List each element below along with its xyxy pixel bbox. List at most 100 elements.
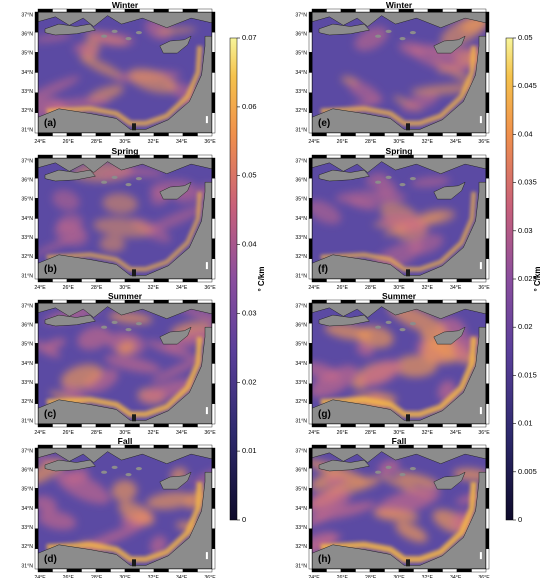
lat-tick-label: 33°N [295,380,307,386]
panel-letter: (f) [318,264,328,275]
map-panel-h: Fall (h) 37°N 36°N 35°N 34°N 33°N 32°N 31°N 24°E 2… [295,436,490,578]
lat-tick-label: 36°N [21,468,33,474]
lat-tick-label: 35°N [295,197,307,203]
land-island [135,177,142,181]
lat-tick-label: 36°N [295,468,307,474]
colorbar-tick-label: 0.05 [518,33,533,42]
land-island [385,465,392,469]
lon-tick-label: 36°E [478,285,490,291]
lake-mark [479,552,482,560]
lake-mark [205,262,208,270]
lon-tick-label: 30°E [119,575,131,578]
land-island [399,328,406,332]
lon-tick-label: 30°E [119,430,131,436]
land-cyprus [159,326,192,345]
lon-tick-label: 24°E [308,575,320,578]
land-crete [44,459,96,472]
lon-tick-label: 36°E [204,575,216,578]
lon-tick-label: 24°E [308,139,320,145]
lon-tick-label: 26°E [337,575,349,578]
colorbar-tick-label: 0.035 [518,178,537,187]
coastal-front-band [320,336,477,418]
map-panel-a: Winter (a) 37°N 36°N 35°N 34°N 33°N 32°N 31°N24°… [21,0,216,145]
lat-tick-label: 33°N [21,89,33,95]
land-africa [38,181,212,279]
lon-tick-label: 30°E [393,430,405,436]
land-crete [318,314,370,327]
delta-mark [406,269,410,277]
panel-letter: (d) [44,554,57,565]
lat-tick-label: 31°N [21,273,33,279]
land-africa [38,471,212,569]
lon-tick-label: 26°E [63,575,75,578]
colorbar-tick-label: 0.04 [242,240,257,249]
lat-tick-label: 34°N [21,70,33,76]
delta-mark [406,414,410,422]
lon-tick-label: 28°E [91,285,103,291]
lon-tick-label: 34°E [450,575,462,578]
colorbar-tick-label: 0.03 [242,308,257,317]
lon-tick-label: 28°E [365,575,377,578]
delta-mark [132,269,136,277]
lon-tick-label: 28°E [91,139,103,145]
land-cyprus [159,181,192,200]
lat-tick-label: 37°N [21,12,33,18]
land-island [399,37,406,41]
lon-tick-label: 26°E [63,430,75,436]
delta-mark [132,123,136,131]
colorbar-tick-label: 0.04 [518,129,533,138]
map-frame [34,8,216,137]
colorbars: 0.070.060.050.040.030.020.010° C/km0.050… [229,33,542,524]
lat-tick-label: 35°N [295,51,307,57]
map-panel-d: Fall (d) 37°N 36°N 35°N 34°N 33°N 32°N 31°N 24°E 2… [21,436,216,578]
land-north [38,303,212,319]
delta-mark [132,414,136,422]
lat-tick-label: 33°N [295,235,307,241]
panel-title: Summer [108,291,143,301]
lon-tick-label: 30°E [393,285,405,291]
lon-tick-label: 32°E [148,430,160,436]
panel-letter: (c) [44,409,56,420]
lat-tick-label: 36°N [295,32,307,38]
lat-tick-label: 37°N [295,158,307,164]
lat-tick-label: 32°N [21,544,33,550]
land-island [399,473,406,477]
lat-tick-label: 31°N [21,563,33,569]
lon-tick-label: 24°E [308,285,320,291]
land-island [125,37,132,41]
lon-tick-label: 36°E [478,139,490,145]
lat-tick-label: 36°N [295,323,307,329]
land-north [38,158,212,174]
colorbar-tick-label: 0.02 [242,377,257,386]
land-cyprus [433,471,466,490]
panel-letter: (g) [318,409,331,420]
land-island [375,34,382,38]
colorbar-tick-label: 0.05 [242,171,257,180]
land-island [101,180,108,184]
lat-tick-label: 36°N [21,323,33,329]
lat-tick-label: 33°N [21,235,33,241]
land-cyprus [159,471,192,490]
lake-mark [479,407,482,415]
lat-tick-label: 31°N [295,273,307,279]
lat-tick-label: 34°N [21,506,33,512]
land-island [125,473,132,477]
colorbar-tick-label: 0.01 [242,446,257,455]
colorbar-unit-label: ° C/km [533,267,542,292]
delta-mark [406,559,410,567]
land-island [375,180,382,184]
land-island [125,328,132,332]
lon-tick-label: 32°E [148,285,160,291]
lat-tick-label: 31°N [295,127,307,133]
colorbar-gradient [505,37,514,521]
lat-tick-label: 34°N [295,361,307,367]
map-frame [308,154,490,283]
land-cyprus [433,326,466,345]
lat-tick-label: 35°N [295,487,307,493]
delta-mark [406,123,410,131]
lat-tick-label: 37°N [295,12,307,18]
lat-tick-label: 32°N [295,544,307,550]
land-island [135,467,142,471]
panel-title: Spring [112,146,139,156]
coastal-front-band [320,45,477,126]
